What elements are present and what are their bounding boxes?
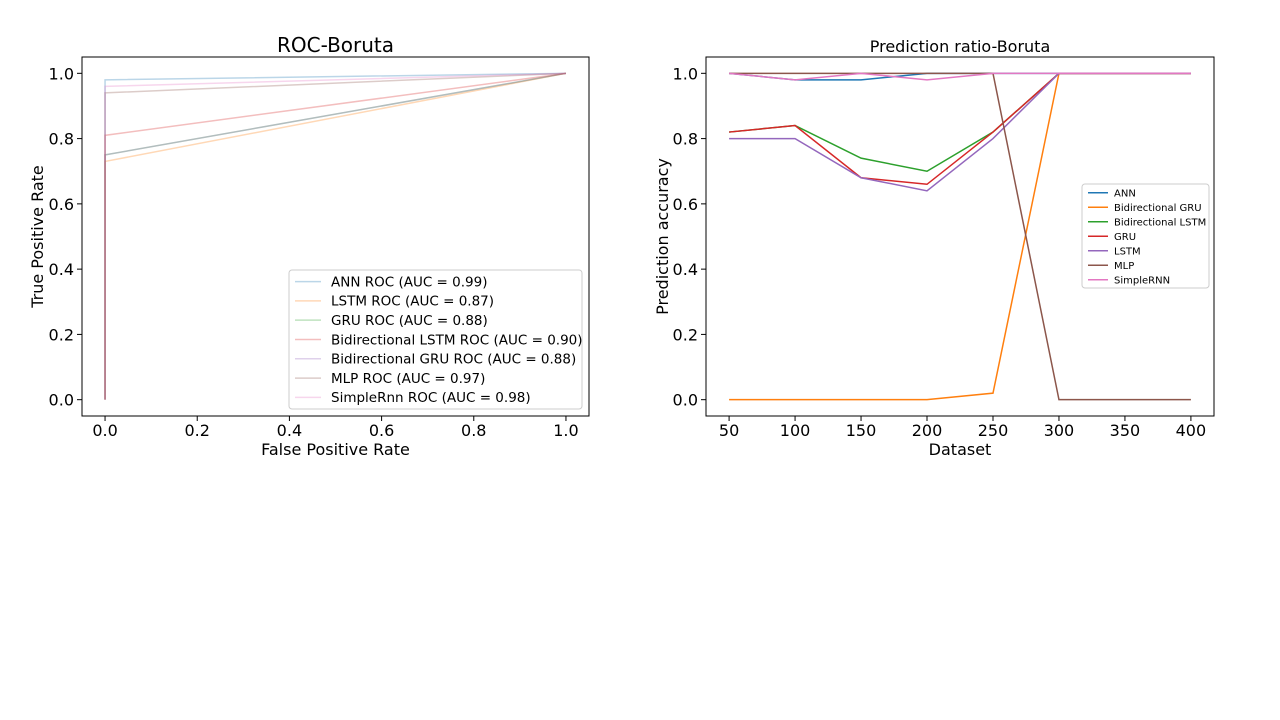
prediction-ratio-legend-label: LSTM: [1114, 246, 1141, 257]
prediction-ratio-x-tick-label: 250: [978, 421, 1009, 440]
roc-legend-label: ANN ROC (AUC = 0.99): [331, 274, 487, 290]
roc-x-tick-label: 0.8: [461, 421, 486, 440]
roc-series-line-3: [104, 72, 567, 400]
prediction-ratio-series-line-4: [729, 72, 1191, 192]
prediction-ratio-legend-label: Bidirectional LSTM: [1114, 217, 1206, 228]
prediction-ratio-y-tick-label: 1.0: [673, 64, 698, 83]
roc-legend-label: GRU ROC (AUC = 0.88): [331, 313, 488, 329]
prediction-ratio-y-tick-label: 0.0: [673, 391, 698, 410]
roc-x-ticks: 0.0 0.2 0.4 0.6 0.8 1.0: [92, 416, 579, 440]
roc-legend-label: MLP ROC (AUC = 0.97): [331, 371, 485, 387]
roc-legend: ANN ROC (AUC = 0.99) LSTM ROC (AUC = 0.87…: [288, 269, 583, 410]
roc-series-line-1: [104, 72, 567, 400]
prediction-ratio-x-tick-label: 400: [1176, 421, 1207, 440]
prediction-ratio-legend-label: GRU: [1114, 232, 1136, 243]
roc-series-line-4: [104, 72, 567, 400]
roc-legend-label: Bidirectional GRU ROC (AUC = 0.88): [331, 352, 576, 368]
prediction-ratio-series-line-6: [729, 72, 1191, 81]
prediction-ratio-axes-frame: [705, 56, 1215, 417]
roc-x-tick-label: 1.0: [553, 421, 578, 440]
prediction-ratio-series-line-2: [729, 72, 1191, 173]
prediction-ratio-series-line-3: [729, 72, 1191, 186]
prediction-ratio-y-ticks: 0.0 0.2 0.4 0.6 0.8 1.0: [673, 64, 706, 410]
roc-y-tick-label: 1.0: [49, 64, 74, 83]
roc-series-line-0: [104, 72, 566, 400]
roc-y-axis-label: True Positive Rate: [28, 165, 47, 309]
prediction-ratio-x-tick-label: 150: [846, 421, 877, 440]
prediction-ratio-x-tick-label: 350: [1110, 421, 1141, 440]
roc-legend-label: SimpleRnn ROC (AUC = 0.98): [331, 390, 531, 406]
roc-series-line-2: [104, 72, 567, 400]
prediction-ratio-series-line-5: [729, 72, 1191, 401]
roc-plot-area: [104, 72, 567, 400]
prediction-ratio-x-tick-label: 300: [1044, 421, 1075, 440]
roc-x-axis-label: False Positive Rate: [261, 440, 410, 459]
roc-x-tick-label: 0.0: [92, 421, 117, 440]
prediction-ratio-y-tick-label: 0.8: [673, 130, 698, 149]
prediction-ratio-plot-area: [729, 72, 1191, 401]
roc-legend-label: Bidirectional LSTM ROC (AUC = 0.90): [331, 332, 583, 348]
roc-y-ticks: 0.0 0.2 0.4 0.6 0.8 1.0: [49, 64, 82, 410]
roc-y-tick-label: 0.2: [49, 325, 74, 344]
roc-x-tick-label: 0.2: [185, 421, 210, 440]
prediction-ratio-chart-title: Prediction ratio-Boruta: [870, 37, 1051, 56]
roc-x-tick-label: 0.4: [277, 421, 302, 440]
roc-chart: ROC-Boruta 0.0 0.2 0.4 0.6 0.8 1.0 0.00.20.40…: [28, 33, 590, 459]
roc-y-tick-label: 0.6: [49, 195, 74, 214]
prediction-ratio-x-ticks: 50 100 150 200 250 300 350 400: [719, 416, 1206, 440]
prediction-ratio-x-tick-label: 50: [719, 421, 739, 440]
prediction-ratio-legend-label: ANN: [1114, 188, 1136, 199]
prediction-ratio-chart: Prediction ratio-Boruta 50 100 150 200 250 30…: [653, 37, 1215, 459]
roc-y-tick-label: 0.0: [49, 391, 74, 410]
prediction-ratio-x-axis-label: Dataset: [929, 440, 992, 459]
roc-series-line-6: [104, 72, 566, 400]
prediction-ratio-y-tick-label: 0.2: [673, 325, 698, 344]
prediction-ratio-y-tick-label: 0.4: [673, 260, 698, 279]
roc-legend-label: LSTM ROC (AUC = 0.87): [331, 294, 494, 310]
prediction-ratio-legend-box: [1081, 183, 1210, 289]
prediction-ratio-legend-label: SimpleRNN: [1114, 275, 1170, 286]
prediction-ratio-x-tick-label: 200: [912, 421, 943, 440]
prediction-ratio-legend-label: Bidirectional GRU: [1114, 203, 1202, 214]
prediction-ratio-legend-label: MLP: [1114, 261, 1134, 272]
roc-axes-frame: [81, 56, 590, 417]
prediction-ratio-y-axis-label: Prediction accuracy: [653, 158, 672, 315]
roc-y-tick-label: 0.8: [49, 130, 74, 149]
roc-legend-box: [288, 269, 583, 410]
roc-y-tick-label: 0.4: [49, 260, 74, 279]
prediction-ratio-x-tick-label: 100: [780, 421, 811, 440]
prediction-ratio-legend: ANN Bidirectional GRU Bidirectional LSTM GR…: [1081, 183, 1210, 289]
roc-series-line-5: [104, 72, 566, 400]
prediction-ratio-y-tick-label: 0.6: [673, 195, 698, 214]
roc-x-tick-label: 0.6: [369, 421, 394, 440]
roc-chart-title: ROC-Boruta: [277, 33, 394, 57]
